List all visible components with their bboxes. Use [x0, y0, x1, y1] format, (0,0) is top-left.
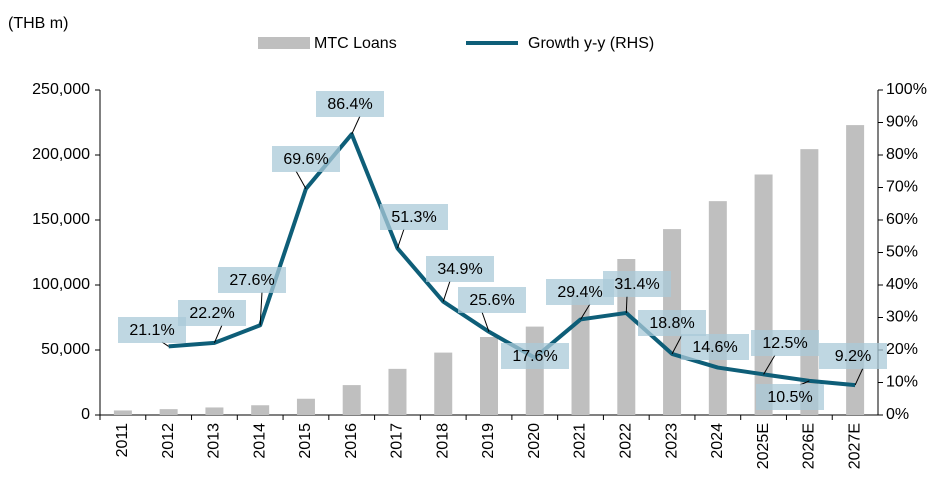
data-label: 21.1% [129, 322, 174, 339]
data-label: 12.5% [762, 335, 807, 352]
data-label: 69.6% [283, 151, 328, 168]
y2-tick-label: 10% [886, 374, 918, 391]
bar [342, 385, 361, 415]
bar [800, 149, 819, 415]
x-tick-label: 2021 [572, 423, 589, 459]
y2-tick-label: 90% [886, 114, 918, 131]
leader-line [442, 280, 451, 302]
y-tick-label: 50,000 [41, 341, 90, 358]
y2-tick-label: 100% [886, 81, 927, 98]
bar [571, 295, 590, 415]
bar [251, 405, 270, 415]
leader-line [351, 115, 361, 135]
bar [113, 410, 132, 415]
data-label-box [458, 287, 526, 313]
x-tick-label: 2022 [618, 423, 635, 459]
bar [480, 337, 498, 415]
bar [388, 368, 407, 415]
bar [754, 174, 773, 415]
data-label: 31.4% [614, 276, 659, 293]
data-label: 34.9% [437, 261, 482, 278]
data-label: 14.6% [692, 339, 737, 356]
x-tick-label: 2011 [114, 423, 131, 458]
legend-label: MTC Loans [314, 35, 397, 52]
data-label-box [501, 343, 569, 369]
y2-tick-label: 40% [886, 276, 918, 293]
data-label: 29.4% [557, 284, 602, 301]
data-label-box [681, 334, 749, 360]
x-tick-label: 2024 [709, 423, 726, 459]
leader-line [295, 170, 307, 190]
bar [617, 259, 636, 415]
data-label-box [218, 267, 286, 293]
bar [525, 326, 544, 415]
y2-tick-label: 70% [886, 179, 918, 196]
leader-line [259, 291, 263, 326]
data-label: 17.6% [512, 348, 557, 365]
bar [205, 407, 224, 415]
x-tick-label: 2016 [343, 423, 360, 459]
y-tick-label: 0 [81, 406, 90, 423]
x-tick-label: 2015 [297, 423, 314, 459]
y2-tick-label: 20% [886, 341, 918, 358]
data-label-box [118, 317, 186, 343]
data-label-box [751, 330, 819, 356]
leader-line [671, 334, 683, 355]
y-tick-label: 100,000 [32, 276, 90, 293]
data-label-box [178, 300, 246, 326]
data-label-box [756, 384, 824, 410]
y-tick-label: 150,000 [32, 211, 90, 228]
data-label-box [272, 146, 340, 172]
y-tick-label: 250,000 [32, 81, 90, 98]
data-label: 9.2% [835, 348, 871, 365]
data-label: 25.6% [469, 292, 514, 309]
legend-label: Growth y-y (RHS) [528, 35, 654, 52]
bar [159, 409, 178, 415]
data-label-box [638, 310, 706, 336]
x-tick-label: 2023 [663, 423, 680, 459]
x-tick-label: 2014 [251, 423, 268, 459]
data-label: 10.5% [767, 389, 812, 406]
data-label: 86.4% [327, 96, 372, 113]
x-tick-label: 2026E [801, 423, 818, 469]
leader-line [213, 324, 223, 344]
y2-tick-label: 60% [886, 211, 918, 228]
leader-line [481, 311, 490, 332]
leader-line [580, 303, 591, 320]
bar [434, 352, 453, 415]
data-label-box [380, 204, 448, 230]
x-tick-label: 2013 [206, 423, 223, 459]
leader-line [763, 354, 776, 375]
y2-tick-label: 30% [886, 309, 918, 326]
x-tick-label: 2020 [526, 423, 543, 459]
leader-line [625, 295, 628, 313]
unit-label: (THB m) [8, 15, 68, 32]
y-tick-label: 200,000 [32, 146, 90, 163]
x-tick-label: 2017 [389, 423, 406, 459]
x-tick-label: 2027E [846, 423, 863, 469]
data-label-box [426, 256, 494, 282]
leader-line [854, 367, 864, 386]
bar [846, 125, 865, 415]
data-label-box [546, 279, 614, 305]
legend-swatch [258, 37, 310, 49]
data-label-box [316, 91, 384, 117]
data-label: 18.8% [649, 315, 694, 332]
y2-tick-label: 0% [886, 406, 909, 423]
y2-tick-label: 50% [886, 244, 918, 261]
x-tick-label: 2025E [755, 423, 772, 469]
data-label: 27.6% [229, 272, 274, 289]
data-label: 22.2% [189, 305, 234, 322]
data-label: 51.3% [391, 209, 436, 226]
bar [296, 398, 315, 415]
data-label-box [603, 271, 671, 297]
leader-line [396, 228, 405, 249]
y2-tick-label: 80% [886, 146, 918, 163]
bar [708, 201, 727, 415]
x-tick-label: 2012 [160, 423, 177, 459]
data-label-box [819, 343, 887, 369]
x-tick-label: 2018 [434, 423, 451, 459]
x-tick-label: 2019 [480, 423, 497, 459]
